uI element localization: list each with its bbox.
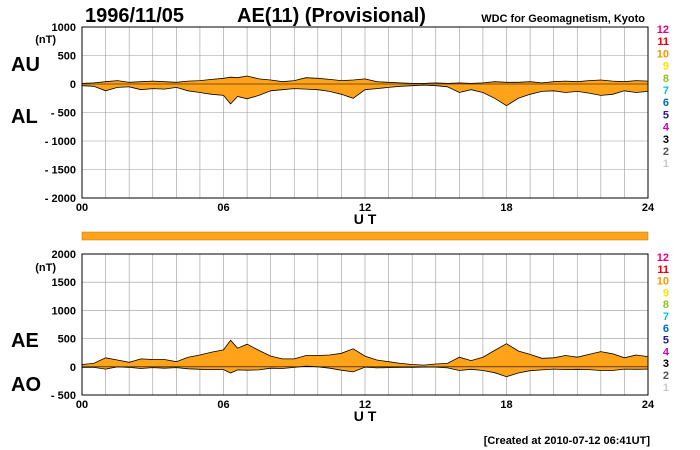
y-tick-label: 0	[70, 362, 76, 374]
au-al-lower-line	[81, 84, 649, 107]
legend-entry: 7	[663, 311, 669, 323]
x-tick-label: 24	[642, 202, 655, 214]
y-tick-label: - 2000	[45, 193, 76, 205]
ao-series-label: AO	[11, 374, 41, 396]
legend-entry: 7	[663, 85, 669, 97]
legend-entry: 12	[657, 252, 669, 264]
legend-entry: 8	[663, 73, 669, 85]
legend-entry: 4	[663, 346, 670, 358]
ae-ao-unit: (nT)	[35, 262, 56, 274]
x-tick-label: 06	[217, 399, 229, 411]
y-tick-label: 0	[70, 79, 76, 91]
created-timestamp: [Created at 2010-07-12 06:41UT]	[484, 435, 651, 447]
au-al-unit: (nT)	[35, 34, 56, 46]
legend-entry: 6	[663, 97, 669, 109]
x-tick-label: 24	[642, 399, 655, 411]
x-tick-label: 06	[217, 202, 229, 214]
x-tick-label: 00	[76, 399, 88, 411]
legend-entry: 1	[663, 158, 669, 170]
au-al-x-axis-label: U T	[354, 211, 377, 227]
au-al-plot	[81, 75, 649, 107]
date-label: 1996/11/05	[85, 5, 184, 27]
y-tick-label: 500	[58, 334, 76, 346]
ae-ao-upper-line	[81, 339, 649, 366]
y-tick-label: - 1000	[45, 136, 76, 148]
legend-entry: 12	[657, 24, 669, 36]
y-tick-label: 2000	[52, 249, 76, 261]
legend-entry: 5	[663, 109, 669, 121]
ae-ao-grid	[82, 254, 648, 395]
legend-entry: 3	[663, 134, 669, 146]
legend-entry: 9	[663, 61, 669, 73]
ae-ao-plot	[81, 339, 649, 378]
au-al-upper-line	[81, 75, 649, 84]
legend-entry: 8	[663, 299, 669, 311]
au-al-x-ticks: 00 06 12 18 24	[76, 202, 655, 214]
legend-entry: 10	[657, 276, 669, 288]
al-series-label: AL	[11, 106, 38, 128]
page-title: AE(11) (Provisional)	[237, 5, 426, 27]
ae-ao-area	[82, 340, 648, 377]
legend-entry: 11	[657, 264, 669, 276]
legend-entry: 10	[657, 48, 669, 60]
au-al-grid	[82, 27, 648, 198]
coverage-bar	[81, 231, 649, 241]
ae-series-label: AE	[11, 330, 39, 352]
y-tick-label: - 1500	[45, 165, 76, 177]
au-al-y-ticks: 1000 500 0 - 500 - 1000 - 1500 - 2000	[45, 22, 76, 205]
ae-ao-lower-line	[82, 365, 649, 378]
x-tick-label: 00	[76, 202, 88, 214]
x-tick-label: 18	[500, 202, 512, 214]
legend-entry: 3	[663, 358, 669, 370]
x-tick-label: 12	[359, 202, 371, 214]
legend-entry: 2	[663, 370, 669, 382]
y-tick-label: 1000	[52, 22, 76, 34]
ae-ao-frame	[81, 253, 649, 396]
y-tick-label: - 500	[51, 390, 76, 402]
ae-ao-x-ticks: 00 06 12 18 24	[76, 399, 655, 411]
legend-entry: 11	[657, 36, 669, 48]
au-al-frame	[81, 26, 649, 199]
ae-ao-x-axis-label: U T	[354, 408, 377, 424]
ae-ao-y-ticks: 2000 1500 1000 500 0 - 500	[51, 249, 76, 402]
legend-entry: 9	[663, 287, 669, 299]
y-tick-label: 1000	[52, 305, 76, 317]
au-series-label: AU	[11, 54, 40, 76]
legend-entry: 2	[663, 146, 669, 158]
x-tick-label: 18	[500, 399, 512, 411]
legend-entry: 4	[663, 122, 670, 134]
y-tick-label: 1500	[52, 277, 76, 289]
legend-entry: 1	[663, 382, 669, 394]
legend-entry: 5	[663, 335, 669, 347]
legend-entry: 6	[663, 323, 669, 335]
y-tick-label: - 500	[51, 108, 76, 120]
organization-label: WDC for Geomagnetism, Kyoto	[481, 13, 645, 25]
x-tick-label: 12	[359, 399, 371, 411]
y-tick-label: 500	[58, 51, 76, 63]
au-al-area	[82, 76, 648, 106]
